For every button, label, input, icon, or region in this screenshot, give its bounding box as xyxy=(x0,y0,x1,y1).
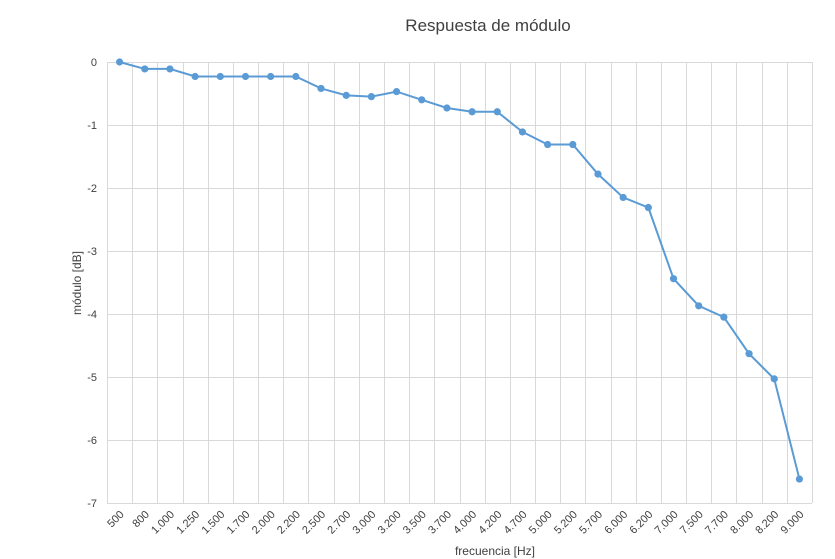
data-point xyxy=(115,58,124,66)
x-tick-label: 1.250 xyxy=(174,509,202,537)
data-point xyxy=(518,128,527,136)
x-tick-label: 3.200 xyxy=(376,509,404,537)
x-tick-label: 2.700 xyxy=(325,509,353,537)
x-tick-label: 4.200 xyxy=(476,509,504,537)
data-point xyxy=(745,350,753,358)
x-tick-label: 2.500 xyxy=(300,509,328,537)
x-tick-label: 2.000 xyxy=(250,509,278,537)
data-point xyxy=(594,170,602,178)
series-line xyxy=(119,61,801,480)
x-tick-label: 7.500 xyxy=(678,509,706,537)
data-point xyxy=(795,475,804,483)
x-tick-label: 6.200 xyxy=(628,509,656,537)
data-point xyxy=(292,72,300,81)
data-point xyxy=(569,140,577,149)
data-point xyxy=(392,88,401,96)
x-tick-label: 9.000 xyxy=(779,509,807,537)
x-tick-label: 5.000 xyxy=(527,509,555,537)
x-tick-label: 800 xyxy=(130,509,151,530)
y-axis-ticks: 0 -1 -2 -3 -4 -5 -6 -7 xyxy=(87,57,97,510)
data-point xyxy=(770,375,778,383)
x-tick-label: 3.500 xyxy=(401,509,429,537)
x-tick-label: 5.700 xyxy=(577,509,605,537)
y-tick-label: -7 xyxy=(87,498,97,510)
data-point xyxy=(342,91,350,99)
x-tick-label: 7.000 xyxy=(653,509,681,537)
data-point xyxy=(443,104,451,112)
x-tick-label: 8.200 xyxy=(753,509,781,537)
data-point xyxy=(191,72,199,81)
x-tick-label: 1.500 xyxy=(199,509,227,537)
x-tick-label: 7.700 xyxy=(703,509,731,537)
data-point xyxy=(418,96,426,104)
data-point xyxy=(241,72,250,81)
data-point xyxy=(216,72,224,81)
x-tick-label: 4.700 xyxy=(502,509,530,537)
y-tick-label: -1 xyxy=(87,120,97,132)
y-tick-label: 0 xyxy=(91,57,97,69)
x-tick-label: 1.000 xyxy=(149,509,177,537)
x-tick-label: 1.700 xyxy=(225,509,253,537)
data-point xyxy=(669,275,678,283)
data-points xyxy=(115,58,804,483)
x-tick-label: 4.000 xyxy=(451,509,479,537)
y-axis-label: módulo [dB] xyxy=(70,251,84,315)
x-tick-label: 3.700 xyxy=(426,509,454,537)
data-point xyxy=(720,313,728,321)
chart-title: Respuesta de módulo xyxy=(405,16,570,35)
data-point xyxy=(544,140,552,149)
y-tick-label: -3 xyxy=(87,246,97,258)
x-tick-label: 8.000 xyxy=(728,509,756,537)
y-tick-label: -2 xyxy=(87,183,97,195)
data-point xyxy=(644,203,652,212)
data-point xyxy=(367,93,375,101)
data-point xyxy=(317,84,325,93)
data-point xyxy=(166,65,174,73)
data-point xyxy=(468,108,476,116)
data-point xyxy=(695,302,703,310)
x-axis-ticks: 500 8001.0001.2501.5001.7002.0002.2002.50… xyxy=(105,509,806,537)
x-tick-label: 3.000 xyxy=(351,509,379,537)
data-point xyxy=(141,65,149,73)
x-tick-label: 500 xyxy=(105,509,126,530)
data-point xyxy=(493,108,501,116)
y-tick-label: -4 xyxy=(87,309,97,321)
grid xyxy=(107,62,813,504)
data-point xyxy=(267,72,275,81)
x-tick-label: 2.200 xyxy=(275,509,303,537)
x-tick-label: 5.200 xyxy=(552,509,580,537)
x-axis-label: frecuencia [Hz] xyxy=(455,544,535,558)
y-tick-label: -6 xyxy=(87,435,97,447)
x-tick-label: 6.000 xyxy=(602,509,630,537)
y-tick-label: -5 xyxy=(87,372,97,384)
data-point xyxy=(619,193,627,202)
